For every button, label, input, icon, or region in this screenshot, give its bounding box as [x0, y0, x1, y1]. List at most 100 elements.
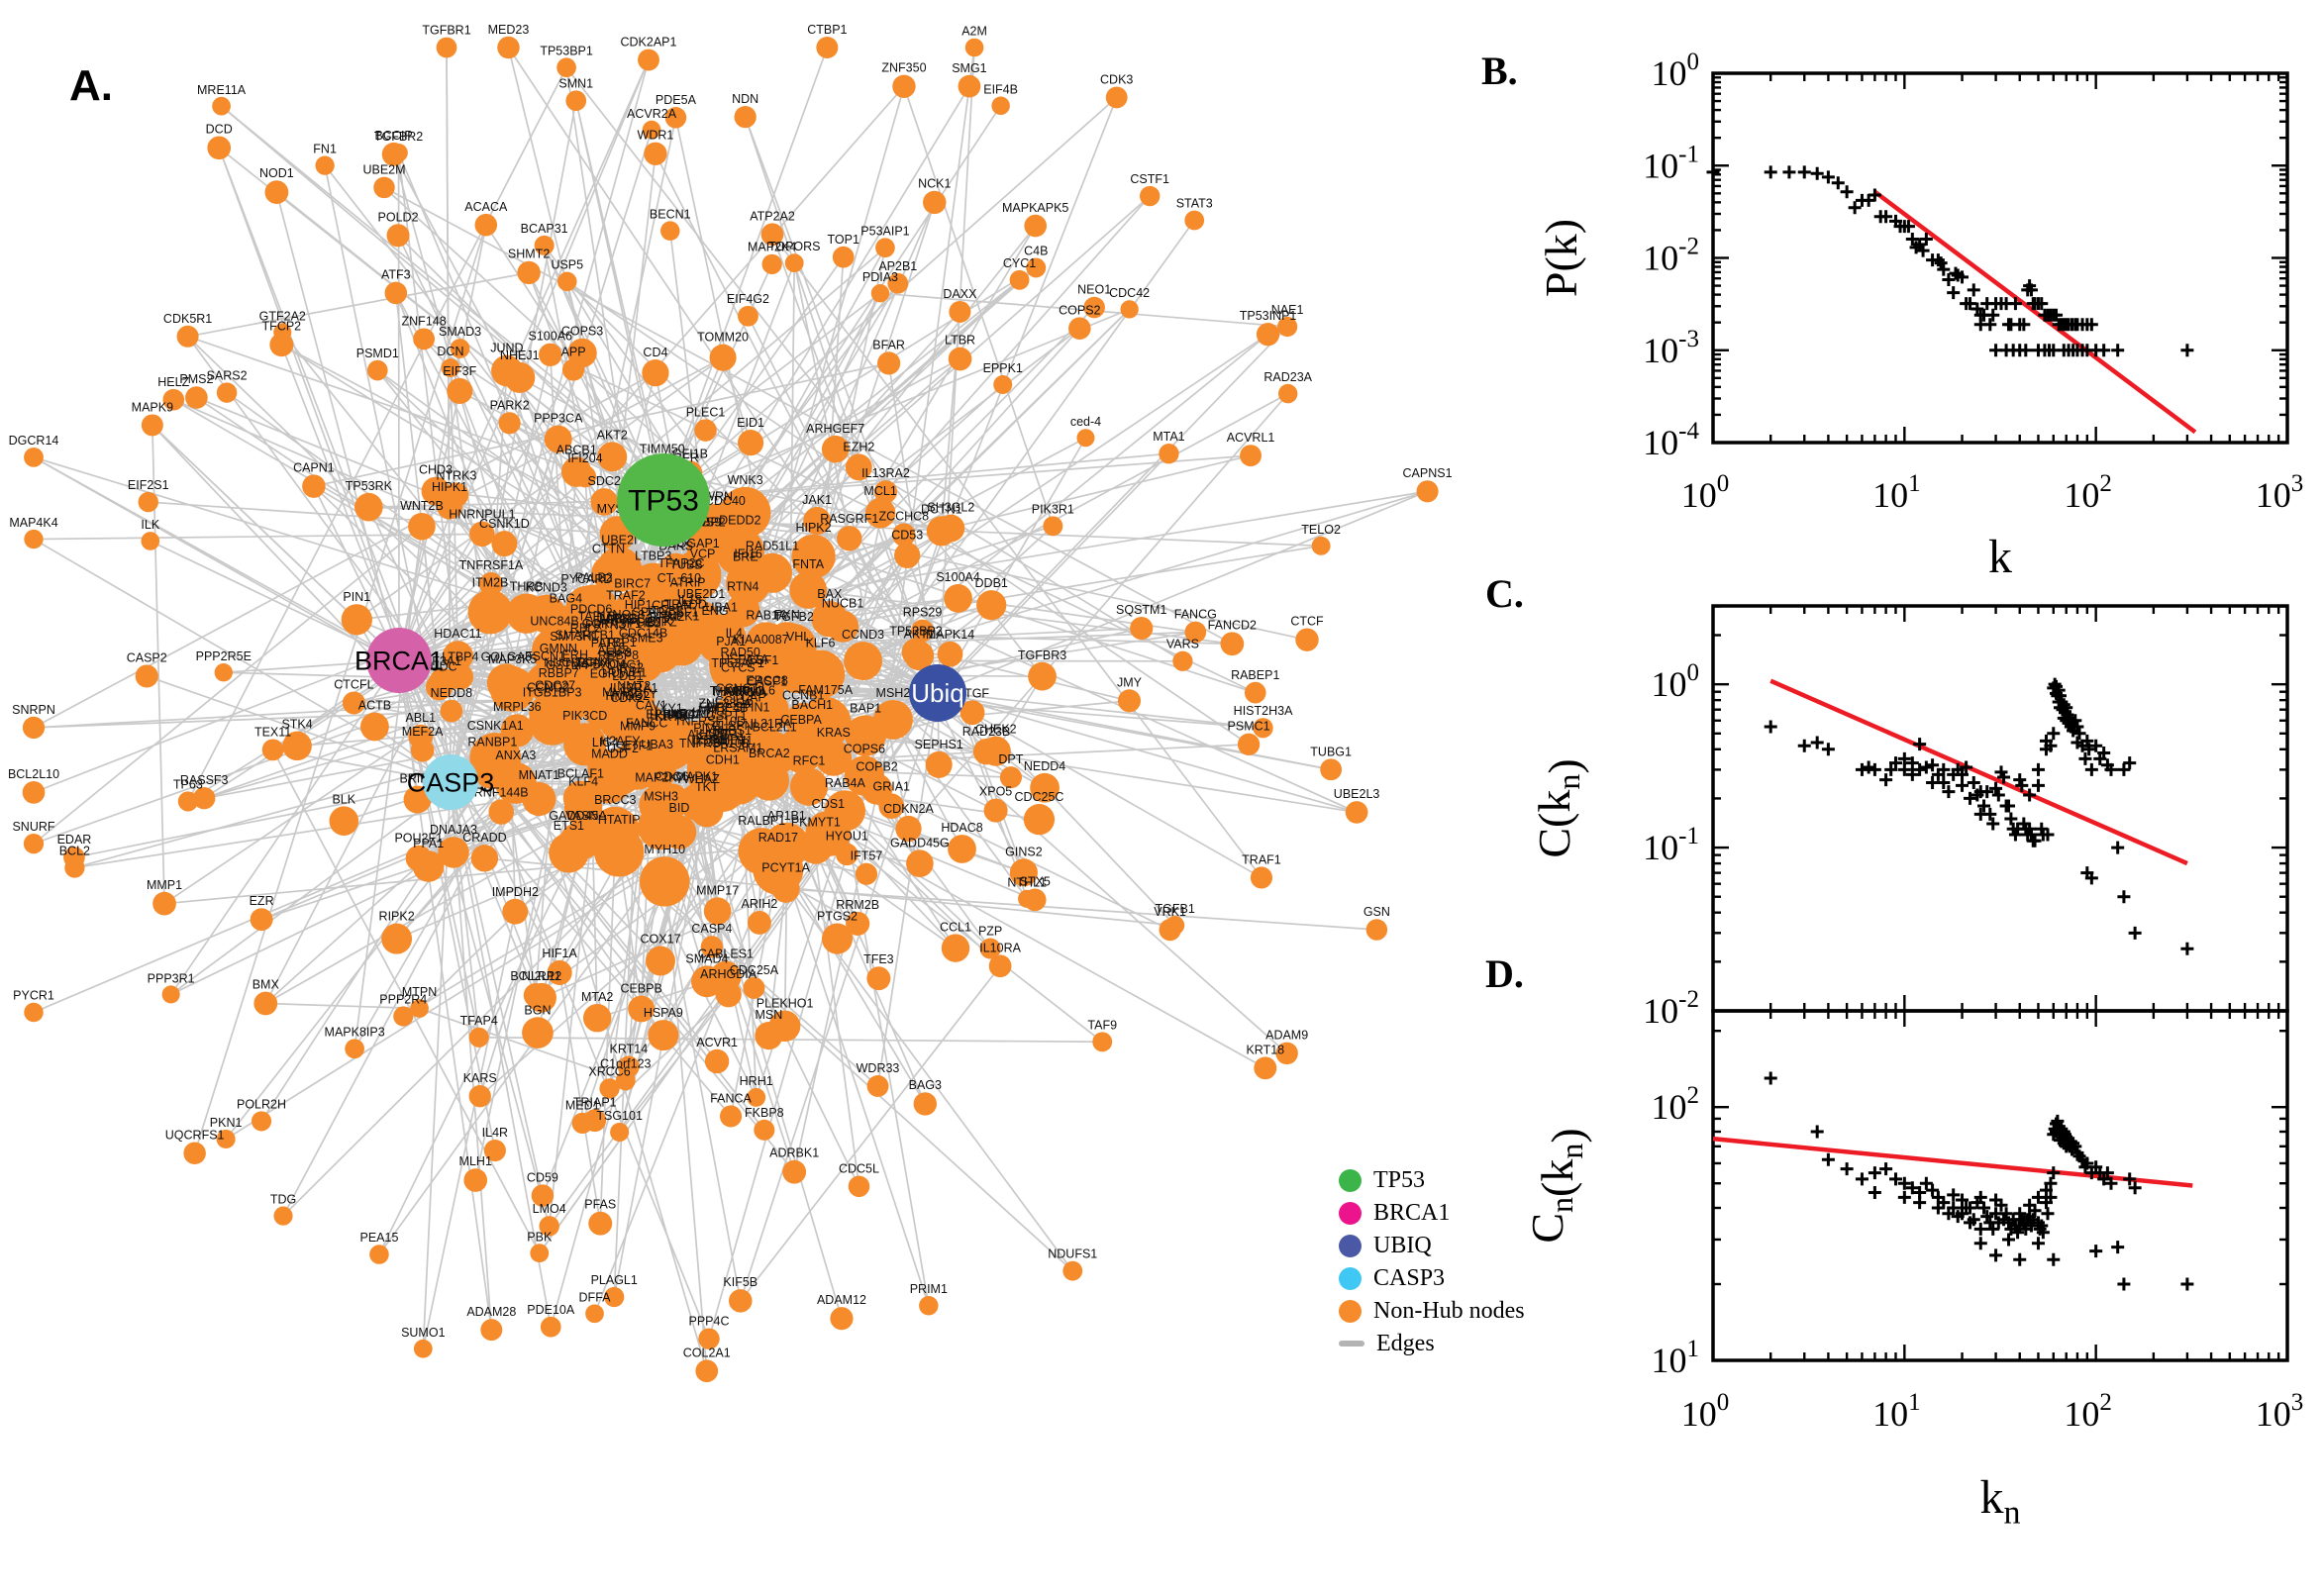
network-node-label: EIF4G2: [727, 292, 769, 306]
network-node-label: KRAS: [817, 726, 851, 740]
network-node-label: GSN: [1364, 905, 1390, 919]
panel-a-label: A.: [69, 61, 113, 110]
network-node-label: ATRIP: [670, 575, 706, 589]
network-node-label: TKT: [695, 780, 719, 794]
network-node-label: MMP1: [147, 878, 182, 892]
network-node-label: SDC2: [588, 474, 621, 488]
x-axis-label: kn: [1980, 1471, 2021, 1532]
network-node-label: MAP4K4: [9, 516, 57, 530]
network-node-label: DSG3: [691, 733, 725, 747]
network-node: [135, 664, 158, 688]
network-node-label: TP53BP2: [889, 625, 943, 639]
network-node-label: KLF6: [806, 636, 836, 649]
network-node-label: TEX11: [254, 725, 291, 739]
network-node: [1105, 86, 1128, 109]
network-node: [703, 897, 732, 925]
network-node: [1023, 804, 1056, 836]
network-node-label: USP5: [551, 258, 583, 272]
network-node: [468, 1027, 489, 1047]
network-node: [412, 850, 445, 882]
network-node: [1030, 772, 1060, 803]
network-node: [791, 534, 836, 579]
network-node-label: CFLAR: [652, 599, 692, 613]
network-node-label: TAF1B: [578, 609, 616, 623]
network-node-label: UBE2I: [601, 533, 637, 547]
network-node: [648, 1020, 679, 1051]
network-node: [604, 1286, 625, 1308]
network-node: [342, 691, 365, 715]
network-node: [596, 547, 643, 593]
network-node-label: WDR33: [857, 1061, 900, 1075]
network-node: [824, 790, 866, 832]
network-node-label: PRTN3: [585, 619, 626, 633]
network-node: [530, 1244, 550, 1263]
network-node: [709, 344, 737, 371]
network-node-label: PLAGL1: [591, 1273, 638, 1287]
network-node-label: CDC25A: [730, 963, 779, 977]
network-node-label: CDC40: [705, 494, 746, 508]
svg-text:103: 103: [2256, 1389, 2304, 1434]
network-node: [444, 482, 469, 508]
network-node-label: IRS2: [616, 660, 644, 674]
network-node: [264, 180, 289, 205]
network-node-label: NLRP2: [522, 969, 561, 983]
network-node: [469, 521, 495, 548]
network-node-label: CCL1: [940, 920, 971, 934]
network-node: [949, 300, 971, 324]
network-node-label: MRPL36: [493, 700, 542, 714]
network-node-label: ARHGDIA: [700, 967, 758, 981]
network-node: [618, 1055, 640, 1078]
network-node: [426, 673, 454, 701]
network-node-label: RPS29: [903, 606, 943, 620]
network-node-label: JMY: [1117, 675, 1143, 689]
network-node-label: TGFBR2: [374, 130, 423, 144]
network-node-label: NOD1: [259, 166, 294, 180]
network-node: [832, 246, 855, 268]
network-node-label: RBBP8: [598, 648, 639, 662]
network-node: [948, 835, 976, 863]
y-axis-label: C(kn): [1529, 758, 1589, 857]
network-node-label: TFE3: [863, 952, 894, 966]
network-node: [720, 1105, 743, 1128]
network-node-label: MAPK1: [676, 769, 718, 783]
network-node-label: BLK: [332, 792, 355, 806]
network-node-label: PIK3R1: [1032, 502, 1074, 516]
network-node-label: CYC1: [1003, 256, 1036, 270]
network-node: [747, 1087, 766, 1107]
network-node: [440, 699, 463, 723]
network-node-label: TELO2: [1301, 523, 1341, 537]
network-node-label: UBE4B: [707, 701, 748, 715]
network-node-label: ACACA: [464, 200, 508, 214]
network-node-label: KRT8: [655, 710, 686, 724]
network-node: [925, 750, 953, 778]
network-node-label: TCAP: [733, 691, 765, 705]
network-node: [892, 523, 916, 547]
network-node-label: PKN1: [210, 1116, 243, 1130]
network-node-label: PCNA: [577, 655, 612, 669]
network-node-label: HIPK2: [795, 521, 831, 535]
network-node-label: TOMM20: [697, 331, 749, 345]
network-node: [470, 845, 499, 872]
network-node-label: PPP3R1: [148, 971, 195, 985]
svg-text:10-2: 10-2: [1643, 986, 1699, 1031]
network-node-label: BAG4: [550, 592, 582, 606]
legend-edge-swatch: [1339, 1341, 1364, 1347]
network-node-label: TP53RK: [346, 479, 393, 493]
network-node: [894, 542, 921, 568]
network-node-label: DMC1: [607, 658, 642, 672]
network-node: [261, 739, 284, 761]
network-node-label: CABLES1: [698, 948, 754, 961]
network-node-label: LRSAM1: [713, 742, 762, 755]
network-node-label: PSME3: [621, 631, 662, 645]
network-node-label: NR4A1: [670, 707, 710, 721]
network-node-label: ANXA3: [495, 748, 536, 762]
network-node-label: SHMT2: [508, 248, 550, 261]
network-node-label: SMN1: [558, 76, 593, 90]
svg-text:102: 102: [2064, 470, 2112, 515]
network-node-label: NHEJ1: [500, 349, 540, 362]
network-node-label: FSCN1: [525, 649, 565, 663]
network-node-label: UBE2M: [362, 163, 405, 177]
network-node: [282, 731, 312, 761]
hub-label-tp53: TP53: [628, 485, 699, 518]
network-node-label: TUBG1: [1310, 745, 1352, 758]
